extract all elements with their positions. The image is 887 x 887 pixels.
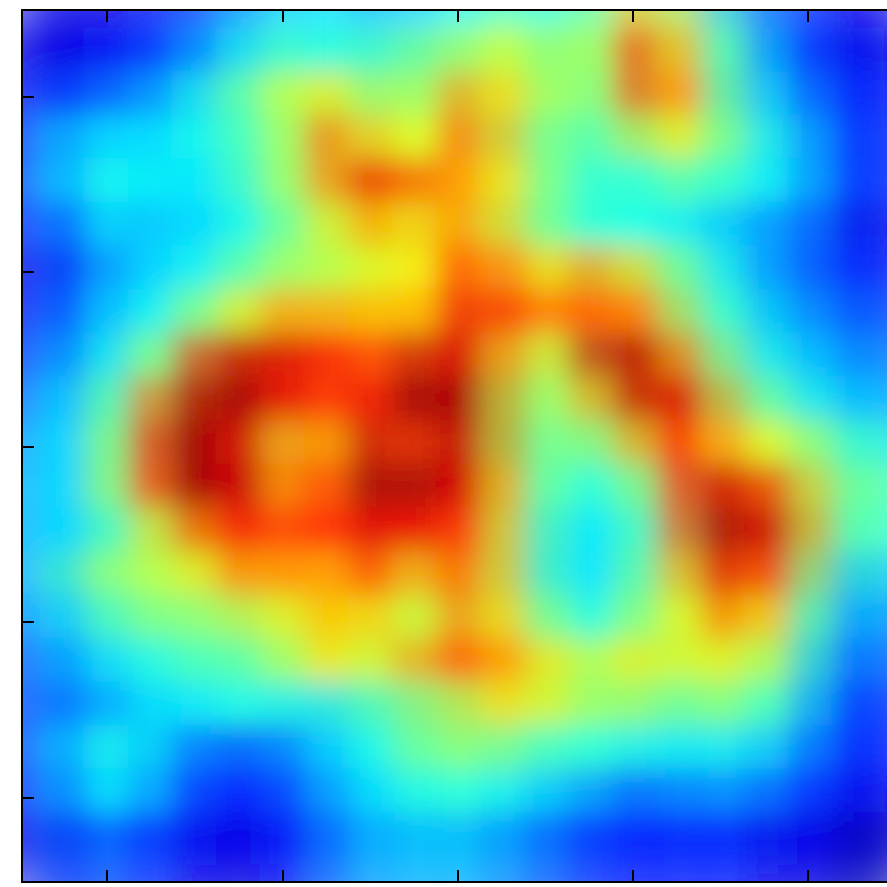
heatmap-cells <box>0 0 887 887</box>
heatmap-cell <box>832 812 887 887</box>
heatmap-area <box>0 0 887 887</box>
page: (() => { const data = JSON.parse(documen… <box>0 0 887 887</box>
chart <box>0 0 887 887</box>
